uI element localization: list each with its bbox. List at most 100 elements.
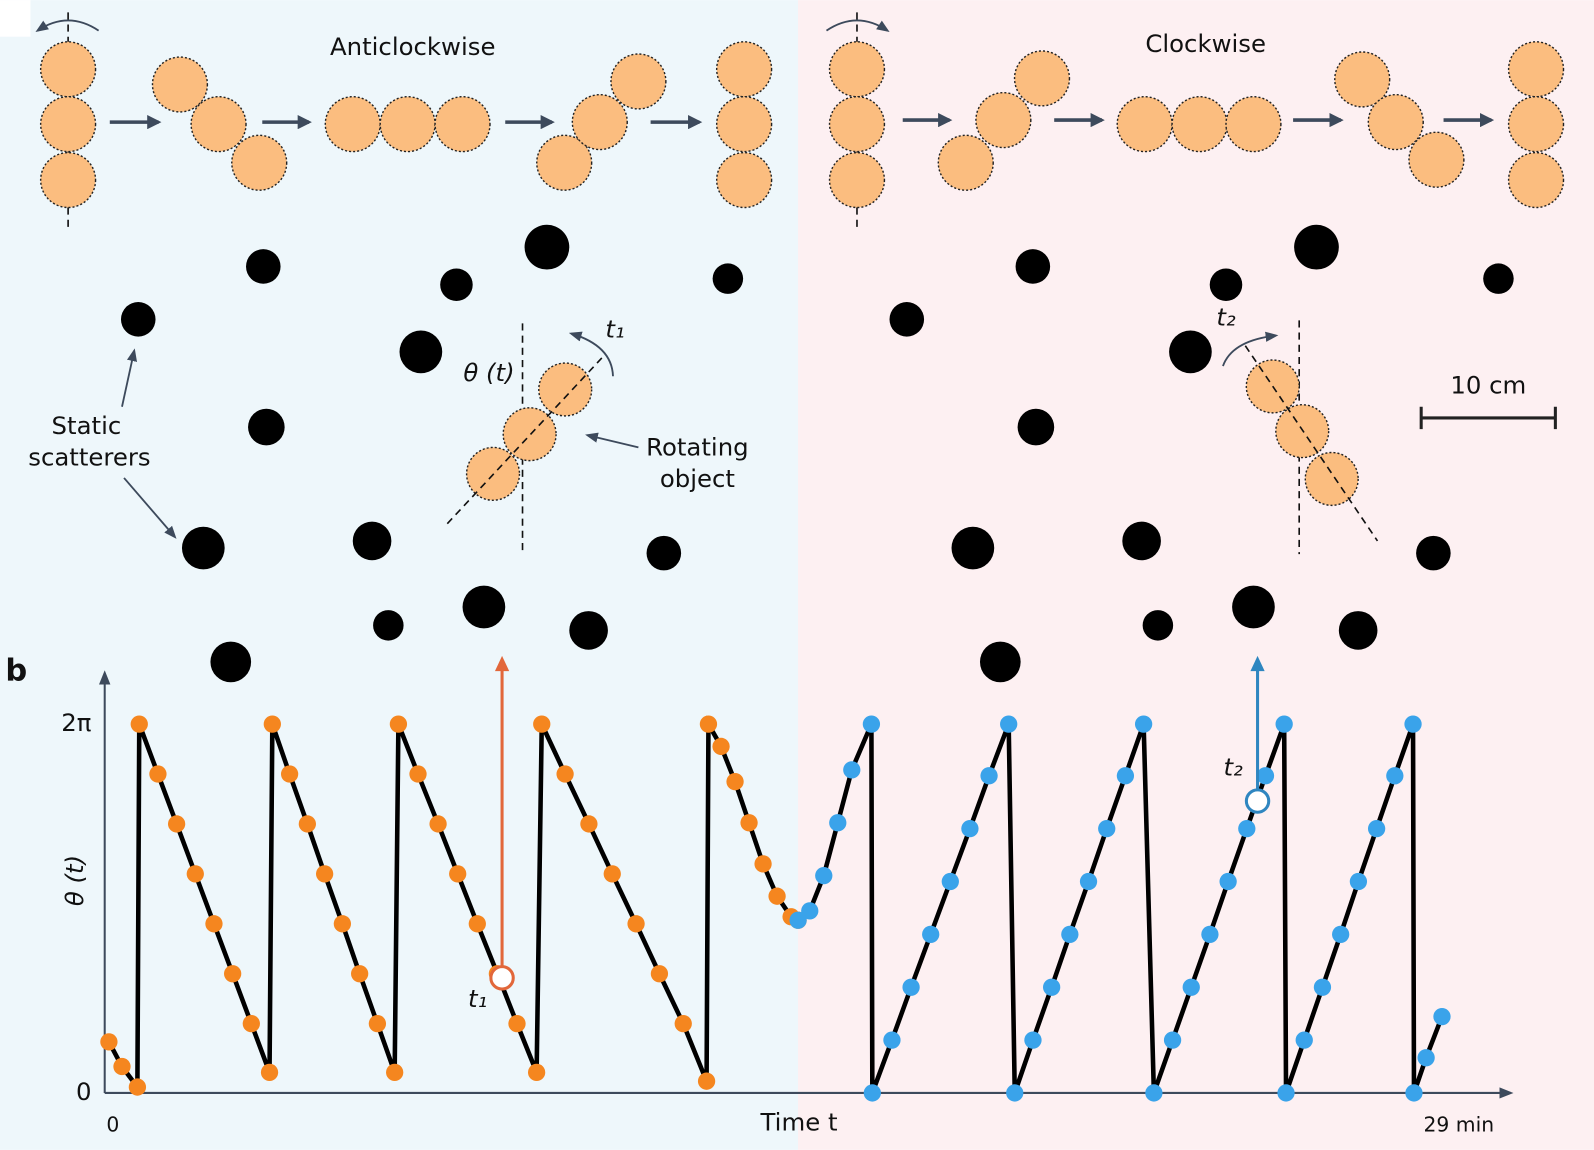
panel-label: b	[5, 654, 27, 689]
data-point	[843, 761, 861, 779]
data-point	[1367, 820, 1386, 838]
data-point	[580, 815, 598, 833]
data-point	[1433, 1007, 1451, 1026]
data-point	[829, 814, 847, 832]
data-point	[113, 1057, 131, 1076]
data-point	[1006, 1084, 1024, 1102]
time-marker	[1244, 788, 1271, 814]
data-point	[1134, 715, 1153, 733]
right-background	[798, 0, 1594, 1150]
data-point	[389, 715, 408, 733]
top-sequence-right	[825, 12, 1565, 232]
data-point	[1079, 872, 1098, 891]
data-point	[527, 1063, 546, 1082]
data-point	[712, 737, 730, 756]
data-point	[726, 773, 744, 791]
y-tick-label: 0	[76, 1077, 92, 1106]
data-point	[149, 765, 167, 783]
object-label: object	[660, 464, 735, 493]
data-point	[697, 1072, 716, 1090]
scale-label: 10 cm	[1450, 370, 1526, 399]
time-marker-label: t₂	[1223, 753, 1243, 782]
data-point	[1145, 1084, 1163, 1102]
time-label-left: t₁	[605, 315, 624, 344]
scatterers-label: scatterers	[28, 443, 150, 472]
data-point	[242, 1015, 260, 1033]
data-point	[740, 814, 758, 832]
data-point	[224, 965, 242, 983]
data-point	[941, 872, 959, 891]
data-point	[386, 1063, 404, 1082]
data-point	[1349, 872, 1368, 891]
time-label-right: t₂	[1216, 302, 1236, 331]
data-point	[789, 911, 807, 929]
data-point	[1405, 1084, 1423, 1102]
data-point	[801, 902, 819, 920]
data-point	[862, 715, 881, 733]
data-point	[1042, 978, 1061, 996]
data-point	[468, 915, 486, 933]
rotating-object-right	[1222, 320, 1379, 555]
data-point	[1295, 1031, 1313, 1049]
data-point	[863, 1084, 881, 1102]
data-point	[650, 965, 669, 983]
data-point	[315, 865, 334, 883]
data-point	[1163, 1031, 1182, 1049]
data-point	[754, 855, 772, 873]
data-point	[429, 815, 447, 833]
left-title: Anticlockwise	[330, 32, 495, 61]
data-point	[128, 1078, 147, 1096]
data-point	[449, 865, 467, 883]
data-point	[298, 815, 316, 833]
data-point	[922, 925, 940, 944]
data-point	[1404, 715, 1422, 733]
marker-arrow-head	[1250, 655, 1265, 672]
plot: 0 2π 0 29 min t₁ t₂	[61, 655, 1494, 1136]
top-sequence-left	[35, 12, 773, 232]
data-point	[1386, 767, 1404, 785]
data-point	[699, 715, 718, 733]
data-point	[556, 765, 574, 783]
data-point	[100, 1033, 118, 1051]
data-point	[1182, 978, 1200, 996]
data-point	[815, 866, 833, 885]
data-point	[280, 765, 299, 783]
data-point	[1061, 925, 1079, 944]
data-point	[1201, 925, 1219, 944]
x-tick-label: 29 min	[1423, 1112, 1494, 1136]
blank-corner	[0, 0, 31, 37]
scatterers-label: Static	[52, 411, 122, 440]
data-point	[533, 715, 551, 733]
data-point	[508, 1015, 526, 1033]
angle-label: θ (t)	[463, 358, 514, 387]
axes	[99, 670, 1514, 1099]
data-point	[768, 887, 786, 905]
data-point	[186, 865, 204, 883]
data-point	[1417, 1049, 1435, 1067]
data-point	[368, 1015, 387, 1033]
data-point	[961, 820, 979, 838]
object-label: Rotating	[646, 432, 749, 461]
data-point	[1256, 767, 1275, 785]
data-point	[674, 1015, 692, 1033]
data-point	[1238, 820, 1256, 838]
data-point	[980, 767, 998, 785]
marker-arrow-head	[494, 655, 510, 672]
data-point	[883, 1031, 901, 1049]
data-point	[1000, 715, 1018, 733]
x-axis-label: Time t	[760, 1107, 838, 1136]
data-point	[263, 715, 281, 733]
time-marker	[489, 965, 515, 991]
data-point	[603, 865, 621, 883]
data-point	[351, 965, 369, 983]
x-tick-label: 0	[106, 1112, 119, 1136]
data-point	[1277, 1084, 1295, 1102]
data-point	[409, 765, 427, 783]
data-point	[1332, 925, 1350, 944]
data-point	[130, 715, 148, 733]
data-point	[1313, 978, 1332, 996]
data-point	[167, 815, 186, 833]
data-point	[1098, 820, 1116, 838]
rotating-object-left	[121, 323, 639, 555]
